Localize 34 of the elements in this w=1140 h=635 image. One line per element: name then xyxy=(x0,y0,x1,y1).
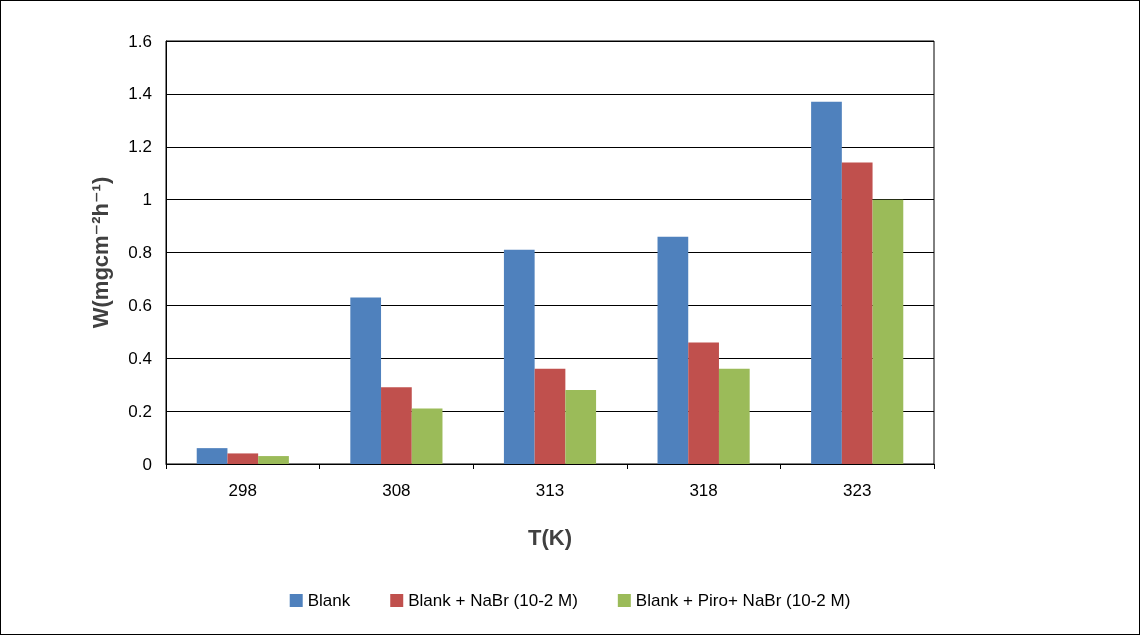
bar xyxy=(227,453,259,464)
y-tick-label: 1.2 xyxy=(128,137,152,157)
bar xyxy=(565,389,597,464)
x-tick-label: 308 xyxy=(382,481,411,500)
y-tick-label: 1.4 xyxy=(128,84,152,104)
y-tick-label: 0.4 xyxy=(128,348,152,368)
legend-label: Blank + Piro+ NaBr (10-2 M) xyxy=(635,591,851,610)
bar xyxy=(718,368,750,464)
bar xyxy=(688,342,719,464)
y-tick-label: 0 xyxy=(142,454,152,474)
y-axis-title: W(mgcm⁻²h⁻¹) xyxy=(87,176,113,329)
y-tick-label: 0.6 xyxy=(128,295,152,315)
y-tick-label: 1.6 xyxy=(128,31,152,51)
y-tick-label: 0.2 xyxy=(128,401,152,421)
bar xyxy=(657,236,689,464)
bar xyxy=(381,387,412,464)
legend-label: Blank xyxy=(307,591,351,610)
x-tick-label: 298 xyxy=(228,481,257,500)
bar xyxy=(196,448,228,464)
x-axis-title: T(K) xyxy=(528,524,572,550)
x-tick-label: 323 xyxy=(843,481,872,500)
bar xyxy=(841,162,873,464)
bar xyxy=(503,249,535,464)
bar xyxy=(534,368,566,464)
x-tick-label: 318 xyxy=(689,481,718,500)
bar xyxy=(258,456,289,464)
bar xyxy=(411,408,443,464)
bar xyxy=(350,297,382,464)
y-tick-label: 0.8 xyxy=(128,243,152,262)
x-tick-label: 313 xyxy=(535,481,565,500)
bar xyxy=(872,199,904,464)
legend-label: Blank + NaBr (10-2 M) xyxy=(408,591,578,610)
bar xyxy=(811,101,842,464)
y-tick-label: 1 xyxy=(142,190,152,210)
